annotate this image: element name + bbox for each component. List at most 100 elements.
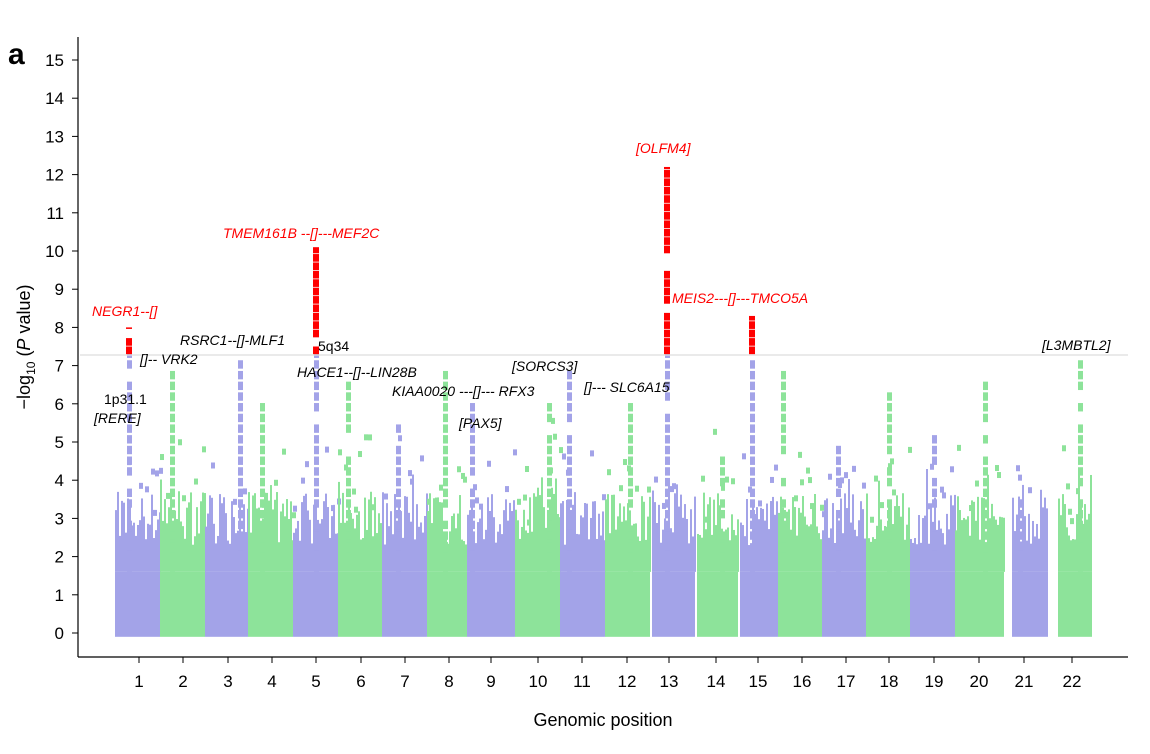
significant-point: [664, 270, 670, 279]
point-column: [662, 529, 664, 572]
point-column: [325, 493, 327, 572]
point-column: [404, 496, 406, 572]
point: [1018, 520, 1023, 530]
point: [1078, 381, 1083, 391]
point-column: [135, 535, 137, 572]
x-tick-label-chr11: 11: [573, 672, 591, 691]
point: [396, 445, 401, 455]
point: [127, 542, 132, 551]
point: [1066, 483, 1070, 490]
point-column: [870, 541, 872, 572]
point-column: [1024, 516, 1026, 572]
point-column: [535, 496, 537, 572]
annotation-label: []--- SLC6A15: [583, 379, 670, 395]
panel-label: a: [8, 38, 25, 71]
point-column: [547, 512, 549, 572]
point-column: [354, 528, 356, 572]
point-column: [727, 527, 729, 572]
point-column: [820, 539, 822, 572]
point-column: [896, 495, 898, 572]
point: [665, 360, 670, 369]
point: [155, 470, 159, 477]
chromosome-22-points: [1058, 360, 1092, 637]
point-column: [914, 538, 916, 572]
point-column: [1038, 538, 1040, 572]
point: [567, 499, 572, 508]
point: [932, 435, 937, 444]
point: [1016, 465, 1020, 472]
point: [567, 370, 572, 380]
point: [314, 381, 319, 391]
point-column: [225, 513, 227, 572]
chromosome-4-points: [248, 403, 296, 637]
point: [159, 467, 163, 474]
point: [238, 488, 243, 498]
point: [887, 477, 892, 487]
y-tick-label: 3: [55, 509, 64, 528]
point-column: [176, 519, 178, 572]
x-tick-label-chr6: 6: [356, 672, 365, 691]
point: [750, 531, 755, 540]
point-column: [340, 522, 342, 572]
point: [983, 531, 988, 540]
point: [170, 445, 175, 455]
point: [628, 477, 633, 487]
point-column: [495, 542, 497, 572]
point-column: [828, 537, 830, 572]
point-column: [645, 539, 647, 572]
point: [127, 531, 132, 540]
point: [443, 381, 448, 391]
point-column: [338, 481, 340, 572]
point-column: [463, 541, 465, 572]
point-column: [824, 500, 826, 572]
point-column: [936, 529, 938, 572]
point: [238, 542, 243, 551]
point-column: [408, 512, 410, 572]
point-column: [378, 513, 380, 572]
point: [750, 445, 755, 455]
point: [127, 403, 132, 412]
point-column: [629, 510, 631, 572]
point: [930, 463, 934, 470]
point-column: [924, 515, 926, 572]
point-column: [617, 516, 619, 572]
point: [887, 435, 892, 444]
point-column: [248, 492, 250, 572]
point: [720, 467, 725, 476]
point-column: [737, 519, 739, 572]
significant-point: [313, 304, 319, 313]
point-column: [633, 523, 635, 572]
point: [292, 512, 296, 519]
point-column: [717, 493, 719, 572]
point-column: [153, 538, 155, 572]
point: [665, 456, 670, 465]
significant-point: [749, 321, 755, 329]
point-column: [497, 531, 499, 572]
point: [862, 482, 866, 489]
point-column: [386, 503, 388, 572]
point: [567, 445, 572, 455]
point-column: [321, 519, 323, 572]
point-column: [227, 540, 229, 572]
point-column: [758, 519, 760, 572]
point: [170, 424, 175, 433]
annotation-label: [SORCS3]: [511, 358, 578, 374]
point-column: [352, 518, 354, 572]
point: [346, 531, 351, 540]
x-tick-label-chr13: 13: [660, 672, 679, 691]
point: [170, 531, 175, 540]
point: [567, 477, 572, 487]
point: [260, 424, 265, 433]
point-column: [485, 529, 487, 572]
point: [238, 467, 243, 476]
point-column: [1042, 507, 1044, 572]
point-column: [233, 517, 235, 572]
point-column: [605, 499, 607, 572]
point: [983, 467, 988, 476]
point: [233, 498, 237, 505]
point: [887, 499, 892, 508]
point-column: [207, 513, 209, 572]
point: [238, 477, 243, 487]
point: [346, 403, 351, 412]
point-column: [1001, 517, 1003, 572]
